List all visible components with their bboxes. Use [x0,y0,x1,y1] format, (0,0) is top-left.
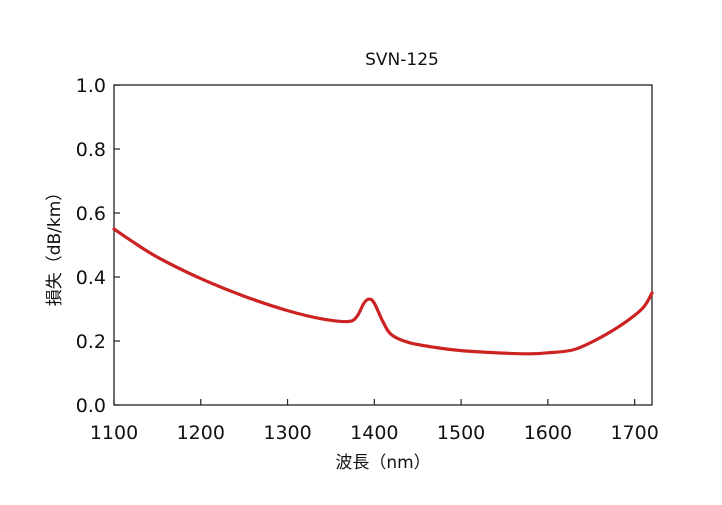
x-tick-label: 1500 [437,422,485,444]
x-tick-label: 1200 [177,422,225,444]
y-tick-label: 0.4 [76,267,106,289]
x-tick-label: 1100 [90,422,138,444]
y-tick-label: 0.2 [76,331,106,353]
loss-series-line [112,227,654,356]
x-tick-label: 1300 [263,422,311,444]
x-tick-label: 1400 [350,422,398,444]
y-tick-label: 1.0 [76,75,106,97]
y-tick-label: 0.6 [76,203,106,225]
plot-frame [113,84,653,406]
y-axis-label: 損失（dB/km） [45,184,65,307]
x-axis-label: 波長（nm） [335,453,430,473]
y-tick-label: 0.0 [76,395,106,417]
tick-marks [113,84,636,406]
chart-title: SVN-125 [365,50,439,70]
x-tick-label: 1700 [610,422,658,444]
y-tick-labels: 0.0 0.2 0.4 0.6 0.8 1.0 [76,75,106,417]
x-tick-labels: 1100 1200 1300 1400 1500 1600 1700 [90,422,659,444]
y-tick-label: 0.8 [76,139,106,161]
x-tick-label: 1600 [524,422,572,444]
